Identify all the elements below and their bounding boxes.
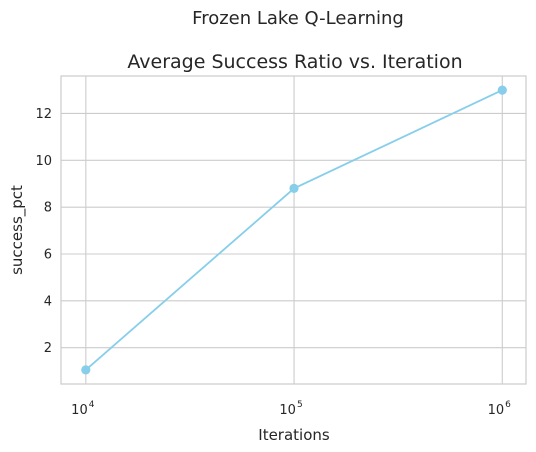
series-layer [81, 85, 507, 375]
y-tick-label: 10 [35, 154, 52, 169]
data-point [81, 365, 91, 375]
y-tick-label: 4 [44, 294, 52, 309]
grid [61, 76, 526, 384]
y-tick-label: 8 [44, 201, 52, 216]
figure-suptitle: Frozen Lake Q-Learning [192, 8, 404, 29]
y-axis-label: success_pct [8, 185, 27, 275]
x-tick-label: 106 [488, 400, 512, 418]
y-tick-label: 12 [35, 107, 52, 122]
data-point [289, 183, 299, 193]
chart-title: Average Success Ratio vs. Iteration [127, 51, 462, 73]
x-tick-label: 104 [71, 400, 95, 418]
x-axis-label: Iterations [258, 426, 330, 444]
y-tick-label: 2 [44, 341, 52, 356]
ticks: 2 4 6 8 10 12 104 105 106 [35, 107, 511, 418]
data-point [497, 85, 507, 95]
y-tick-label: 6 [44, 248, 52, 263]
x-tick-label: 105 [279, 400, 302, 418]
